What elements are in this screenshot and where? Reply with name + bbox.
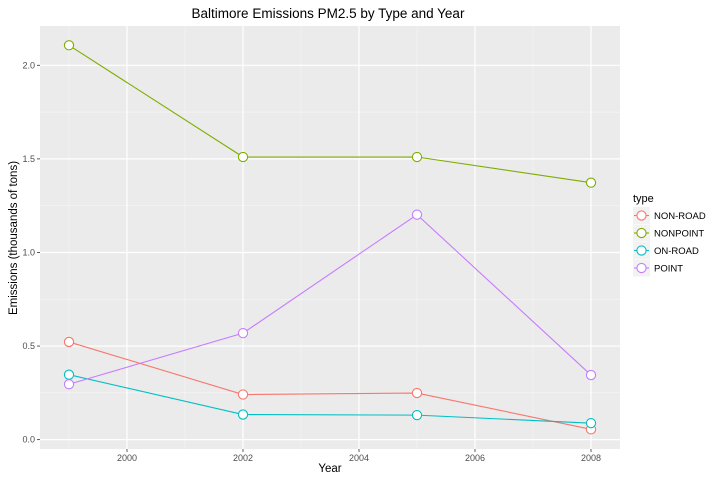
data-point [237,151,249,163]
chart-title: Baltimore Emissions PM2.5 by Type and Ye… [192,6,465,21]
legend-key-non-road: NON-ROAD [633,207,706,224]
series-line [68,374,592,424]
legend-label: NONPOINT [654,229,704,240]
legend-title: type [633,193,654,205]
data-point [411,209,423,220]
legend-key-point: POINT [633,259,683,277]
legend-keys: NON-ROAD NONPOINT ON-ROAD POINT [633,207,706,277]
series-line [68,213,592,385]
data-point [411,409,423,421]
series-line [68,341,592,430]
data-point [237,409,249,420]
data-point [63,336,75,348]
major-gridlines [40,26,620,449]
legend-label: ON-ROAD [654,246,699,257]
legend-label: NON-ROAD [654,211,706,222]
y-tick-label: 0.0 [22,435,35,445]
x-axis-title: Year [318,463,341,475]
data-point [63,379,75,390]
data-point [237,389,249,400]
x-tick-label: 2008 [581,453,601,463]
data-point [63,369,75,380]
x-tick-label: 2006 [465,453,485,463]
data-point [63,40,75,51]
y-axis-title: Emissions (thousands of tons) [8,161,20,315]
series-nonpoint [63,40,597,188]
data-point [585,369,597,381]
legend-key-marker [636,210,647,221]
y-tick-label: 1.0 [22,247,35,257]
data-point [237,327,249,339]
legend-key-marker [636,245,647,256]
minor-gridlines [40,26,620,449]
x-axis-ticks: 2000 2002 2004 2006 2008 [117,449,601,463]
legend-key-on-road: ON-ROAD [633,242,699,259]
series-on-road [63,369,597,429]
y-axis-ticks: 0.0 0.5 1.0 1.5 2.0 [22,60,40,445]
series-line [68,44,592,184]
data-point [411,151,423,163]
data-point [585,177,597,188]
data-point [411,387,423,399]
plot-panel [40,26,620,449]
y-tick-label: 0.5 [22,341,35,351]
legend: type NON-ROAD NONPOINT ON-ROAD POINT [633,193,706,277]
series-point [63,209,597,390]
legend-label: POINT [654,264,683,275]
x-tick-label: 2000 [117,453,137,463]
legend-key-nonpoint: NONPOINT [633,224,704,242]
x-tick-label: 2004 [349,453,369,463]
y-tick-label: 2.0 [22,60,35,70]
data-point [585,418,597,429]
y-tick-label: 1.5 [22,154,35,164]
x-tick-label: 2002 [233,453,253,463]
series-layer [63,40,597,435]
legend-key-marker [636,262,647,274]
series-non-road [63,336,597,435]
legend-key-marker [636,227,647,239]
